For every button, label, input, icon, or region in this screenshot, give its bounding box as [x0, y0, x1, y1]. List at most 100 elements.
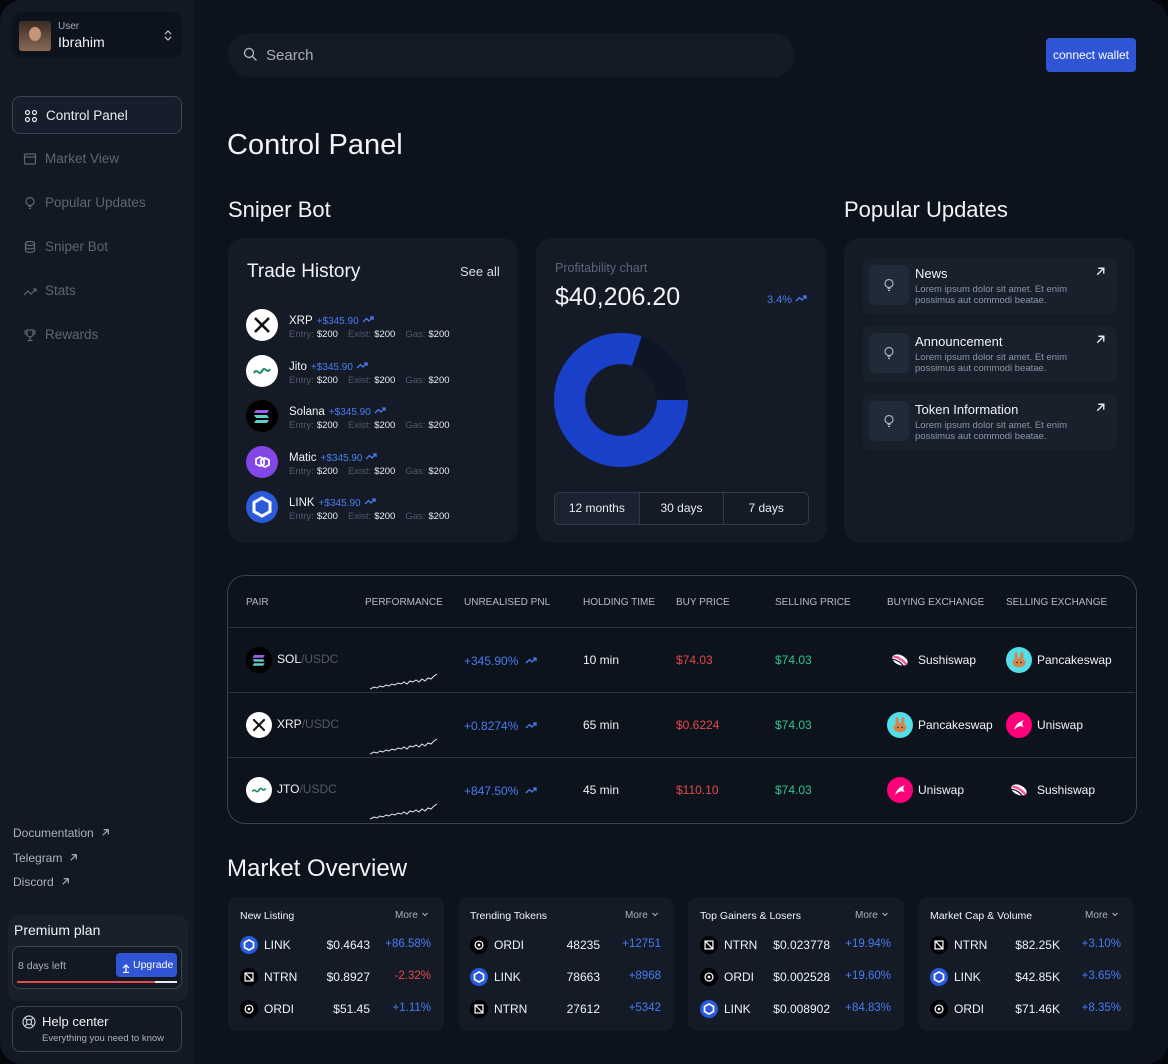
icon [243, 47, 257, 61]
icon-shape [164, 30, 172, 41]
icon [700, 1000, 718, 1018]
help-subtitle: Everything you need to know [42, 1033, 164, 1044]
icon-shape [700, 1000, 718, 1018]
pair-base: SOL [277, 652, 302, 666]
icon-shape [703, 1002, 715, 1016]
token-icon [246, 647, 272, 673]
icon-shape [1012, 657, 1026, 668]
pnl-value: +847.50% [464, 784, 519, 798]
donut-segment [554, 333, 688, 467]
token-change: +19.94% [845, 938, 891, 950]
update-icon [869, 265, 909, 305]
trend-icon [362, 313, 374, 325]
detail-label: Entry: [289, 420, 314, 431]
more-button[interactable]: More [855, 910, 889, 921]
icon-shape [251, 787, 267, 793]
token-icon [246, 777, 272, 803]
period-button[interactable]: 12 months [555, 493, 639, 524]
detail-value: $200 [428, 374, 450, 386]
nav-item[interactable]: Stats [12, 272, 182, 310]
sidebar-link[interactable]: Discord [13, 875, 71, 889]
icon [369, 738, 438, 755]
more-button[interactable]: More [625, 910, 659, 921]
icon-shape [374, 407, 386, 414]
more-button[interactable]: More [1085, 910, 1119, 921]
detail-label: Entry: [289, 374, 314, 386]
more-button[interactable]: More [395, 910, 429, 921]
token-name: LINK [724, 1002, 751, 1016]
update-item[interactable]: Token Information Lorem ipsum dolor sit a… [863, 394, 1117, 450]
chart-value: $40,206.20 [555, 283, 681, 311]
sidebar-link[interactable]: Documentation [13, 826, 111, 840]
pnl-value: +0.8274% [464, 719, 519, 733]
column-header: HOLDING TIME [583, 597, 656, 608]
pnl-value: +345.90% [464, 654, 519, 668]
connect-wallet-button[interactable]: connect wallet [1046, 38, 1136, 72]
chart-label: Profitability chart [555, 261, 648, 275]
detail-value: $200 [316, 420, 338, 431]
see-all-link[interactable]: See all [460, 264, 500, 279]
token-icon [246, 354, 278, 387]
update-title: Token Information [915, 402, 1019, 417]
icon-shape [525, 787, 538, 794]
icon-shape [887, 355, 891, 360]
nav-item[interactable]: Rewards [12, 316, 182, 354]
icon-shape [474, 1004, 484, 1014]
detail-label: Entry: [289, 465, 314, 477]
trade-gain: +$345.90 [310, 361, 353, 373]
profitability-card: Profitability chart $40,206.20 3.4% 12 mont… [536, 238, 827, 543]
period-button[interactable]: 30 days [638, 493, 724, 524]
update-item[interactable]: Announcement Lorem ipsum dolor sit amet. … [863, 326, 1117, 382]
user-switcher[interactable]: User Ibrahim [12, 12, 182, 58]
update-icon [869, 401, 909, 441]
section-title: Market Overview [227, 855, 408, 882]
icon [374, 407, 386, 414]
icon [22, 1015, 36, 1029]
icon-shape [933, 970, 945, 984]
update-text: Lorem ipsum dolor sit amet. Et enim poss… [915, 420, 1068, 442]
icon [240, 936, 258, 954]
icon-shape [31, 109, 38, 116]
pair-quote: /USDC [301, 717, 340, 731]
icon-shape [1014, 651, 1018, 660]
token-icon [930, 968, 948, 986]
icon-shape [421, 912, 428, 917]
update-item[interactable]: News Lorem ipsum dolor sit amet. Et enim … [863, 258, 1117, 314]
trend-icon [525, 784, 538, 796]
pair: SOL/USDC [277, 652, 338, 666]
detail-label: Entry: [289, 511, 314, 522]
icon [23, 153, 37, 165]
market-card-title: New Listing [240, 910, 295, 922]
sidebar-link[interactable]: Telegram [13, 851, 79, 865]
nav-item[interactable]: Control Panel [12, 96, 182, 134]
table-row: XRP/USDC +0.8274% 65 min $0.6224 $74.03 Panca… [228, 692, 1135, 757]
trade-gain: +$345.90 [328, 407, 371, 418]
exchange-icon [887, 712, 913, 738]
external-arrow [1094, 265, 1107, 278]
nav-label: Control Panel [46, 108, 128, 123]
icon-shape [22, 1015, 36, 1029]
token-name: ORDI [724, 970, 754, 984]
token-icon [700, 936, 718, 954]
icon [1006, 712, 1032, 738]
icon-shape [470, 968, 488, 986]
help-center[interactable]: Help center Everything you need to know [12, 1006, 182, 1052]
trades-table: PAIR PERFORMANCE UNREALISED PNL HOLDING TIM… [227, 575, 1137, 824]
period-button[interactable]: 7 days [723, 493, 808, 524]
nav-item[interactable]: Sniper Bot [12, 228, 182, 266]
icon [525, 657, 538, 664]
icon-shape [1011, 788, 1023, 797]
nav-item[interactable]: Market View [12, 140, 182, 178]
trade-line: Matic +$345.90 [289, 449, 378, 464]
icon [884, 414, 894, 428]
icon [246, 400, 278, 432]
icon-shape [240, 936, 258, 954]
upgrade-button[interactable]: Upgrade [116, 953, 177, 977]
icon [70, 853, 78, 861]
icon [470, 936, 488, 954]
upgrade-icon [121, 960, 131, 974]
nav-item[interactable]: Popular Updates [12, 184, 182, 222]
search-bar[interactable]: Search [228, 33, 795, 77]
detail-label: Gas: [405, 511, 426, 522]
